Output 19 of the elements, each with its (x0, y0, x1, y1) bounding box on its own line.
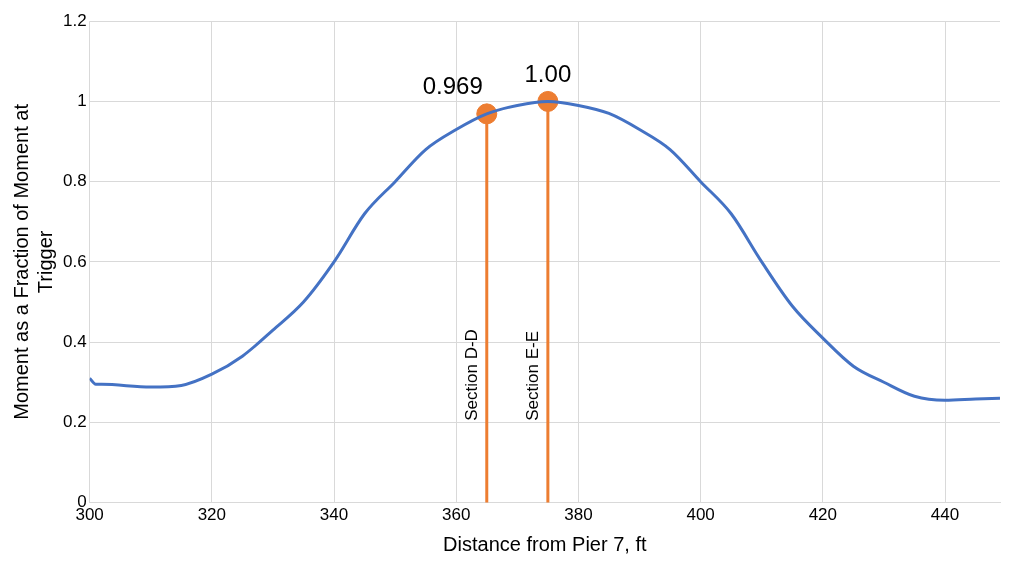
x-tick-label: 400 (686, 505, 715, 525)
y-tick-label: 1.2 (62, 10, 87, 30)
y-tick-label: 0.4 (62, 331, 87, 351)
x-tick-label: 340 (319, 505, 349, 525)
x-tick-label: 420 (808, 505, 837, 525)
data-label: 0.969 (422, 72, 483, 100)
data-label: 1.00 (524, 60, 572, 88)
y-tick-label: 1 (77, 91, 87, 111)
y-tick-label: 0.6 (62, 251, 87, 271)
annotation: Section E-E (523, 331, 543, 421)
x-tick-label: 320 (197, 505, 227, 525)
x-tick-label: 360 (442, 505, 471, 525)
y-tick-label: 0.2 (62, 412, 87, 432)
x-axis-title: Distance from Pier 7, ft (443, 532, 647, 555)
annotation: Section D-D (461, 329, 481, 421)
y-tick-label: 0.8 (62, 171, 87, 191)
y-axis-title: Moment as a Fraction of Moment at Trigger (9, 103, 56, 420)
x-tick-label: 440 (930, 505, 960, 525)
x-tick-label: 380 (564, 505, 593, 525)
